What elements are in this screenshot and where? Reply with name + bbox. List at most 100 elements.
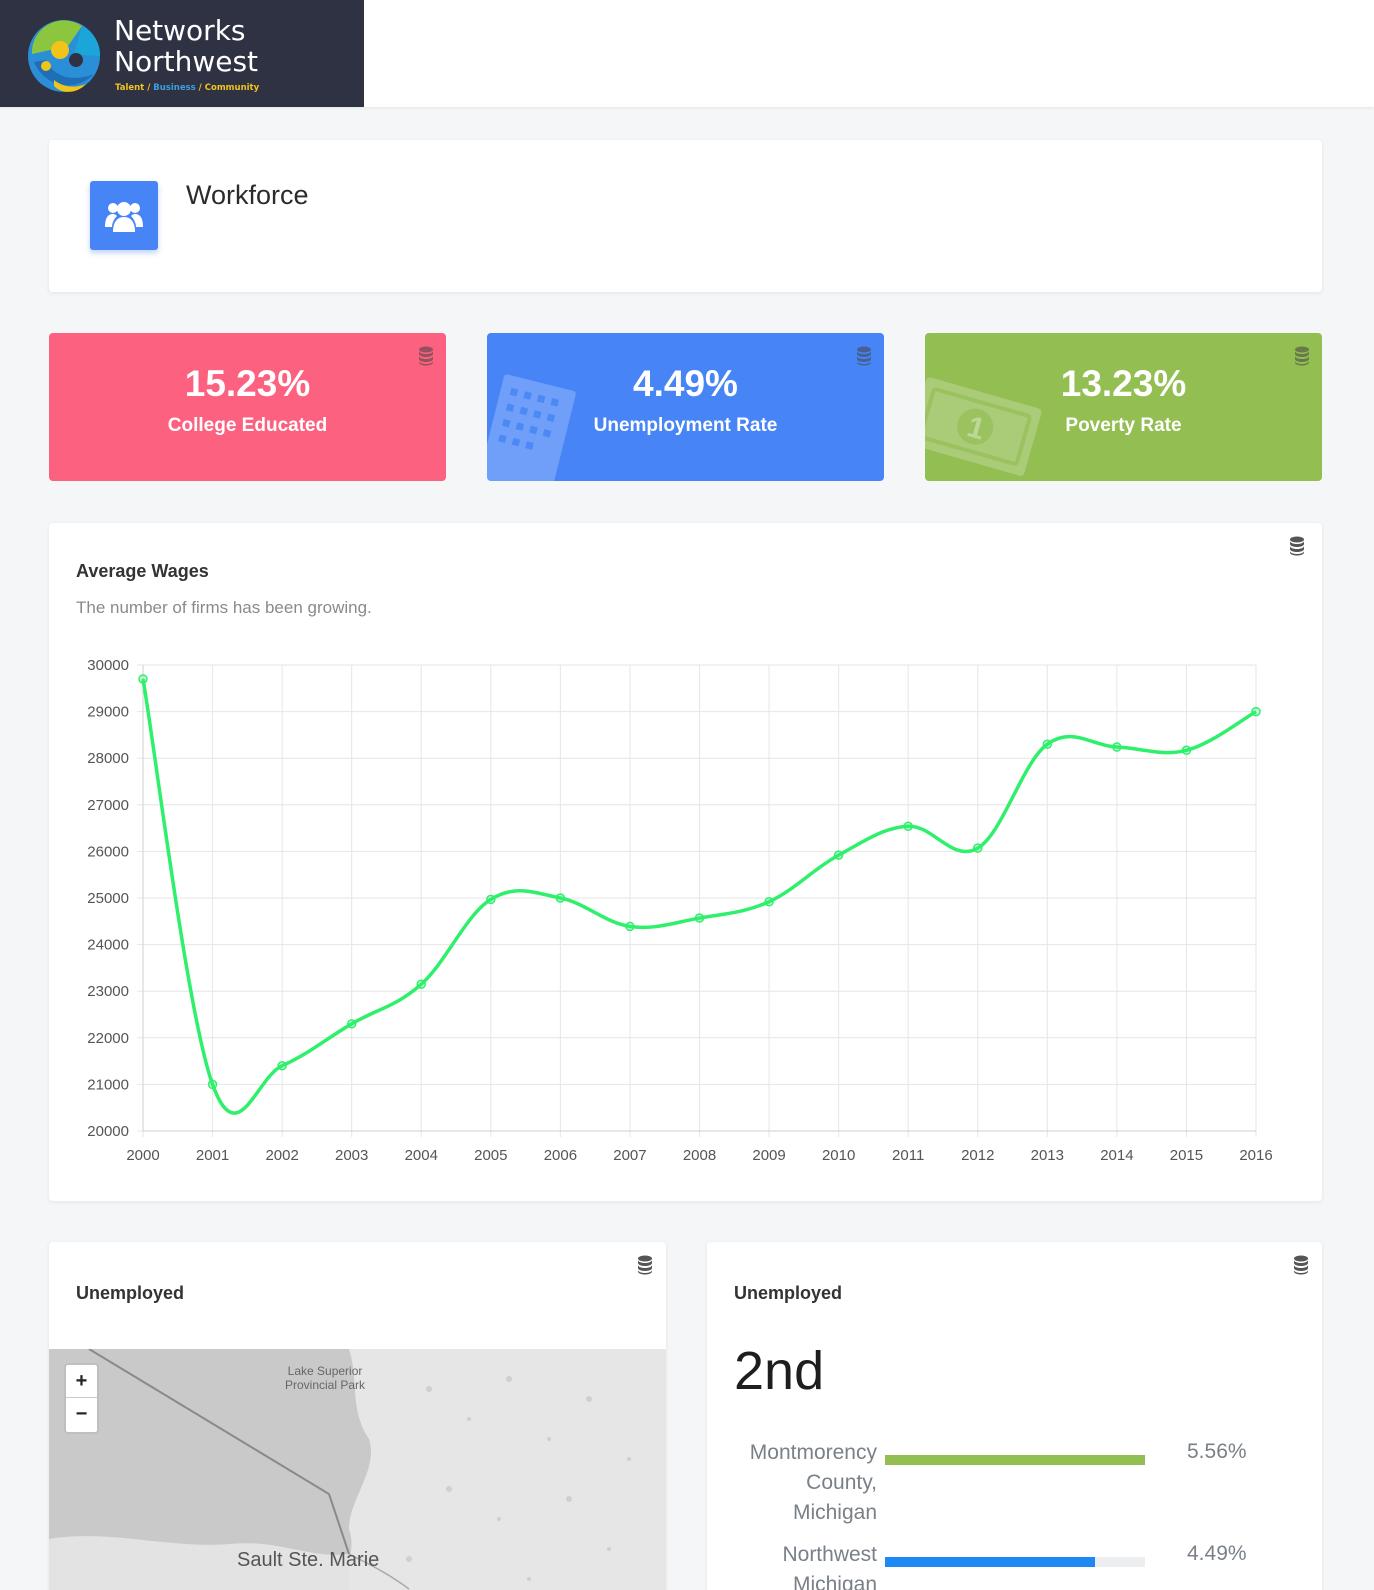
map-label-park: Lake Superior Provincial Park	[285, 1364, 365, 1392]
y-tick-label: 23000	[87, 983, 129, 1000]
stat-value: 15.23%	[184, 363, 311, 404]
stat-card-poverty-rate: 1 13.23% Poverty Rate	[925, 333, 1322, 481]
x-tick-label: 2009	[752, 1147, 785, 1164]
data-point	[277, 1061, 287, 1071]
stat-card-unemployment-rate: 4.49% Unemployment Rate	[487, 333, 884, 481]
x-tick-label: 2015	[1170, 1147, 1203, 1164]
stat-value: 4.49%	[633, 363, 738, 404]
unemployed-map[interactable]: + − Lake Superior Provincial Park Sault …	[49, 1349, 666, 1590]
x-tick-label: 2010	[822, 1147, 855, 1164]
x-tick-label: 2013	[1031, 1147, 1064, 1164]
park-label-line1: Lake Superior	[287, 1364, 363, 1378]
y-tick-label: 24000	[87, 937, 129, 954]
rank-value: 2nd	[734, 1341, 825, 1401]
map-label-city: Sault Ste. Marie	[237, 1549, 380, 1571]
y-tick-label: 26000	[87, 843, 129, 860]
data-point	[973, 843, 983, 853]
stat-card-college-educated: 15.23% College Educated	[49, 333, 446, 481]
average-wages-chart[interactable]: 30000 29000 28000 27000 26000 25000 24000 23000…	[49, 523, 1322, 1201]
rank-bar-fill	[885, 1455, 1145, 1465]
rank-bar-track	[885, 1455, 1145, 1465]
data-point	[486, 894, 496, 905]
x-tick-label: 2016	[1239, 1147, 1272, 1164]
data-point	[416, 979, 426, 989]
data-point	[764, 896, 774, 907]
database-icon[interactable]	[1289, 536, 1305, 556]
rank-row-name-line: Michigan	[792, 1573, 877, 1590]
x-tick-label: 2001	[196, 1147, 229, 1164]
rank-row-name: Northwest Michigan	[717, 1540, 877, 1590]
y-tick-label: 28000	[87, 750, 129, 767]
database-icon[interactable]	[418, 346, 434, 366]
x-tick-label: 2002	[265, 1147, 298, 1164]
brand-logo[interactable]: Networks Northwest Talent / Business / C…	[0, 0, 364, 107]
stat-label: Poverty Rate	[1065, 415, 1182, 436]
zoom-out-button[interactable]: −	[75, 1403, 88, 1425]
x-tick-label: 2005	[474, 1147, 507, 1164]
zoom-in-button[interactable]: +	[66, 1365, 97, 1398]
top-bar: Networks Northwest Talent / Business / C…	[0, 0, 1374, 107]
brand-name-line1: Networks	[114, 14, 246, 47]
data-point	[138, 674, 148, 684]
rank-panel-title: Unemployed	[734, 1283, 843, 1303]
data-point	[346, 1019, 357, 1029]
chart-title: Average Wages	[76, 561, 209, 581]
tagline-talent: Talent	[115, 83, 145, 93]
map-panel-title: Unemployed	[76, 1283, 185, 1303]
tagline-sep: /	[144, 83, 154, 93]
money-icon: 1	[925, 377, 1042, 476]
rank-row-value: 4.49%	[1187, 1542, 1247, 1565]
x-tick-label: 2007	[613, 1147, 646, 1164]
x-tick-label: 2000	[126, 1147, 159, 1164]
database-icon[interactable]	[1293, 1255, 1309, 1275]
data-point	[903, 821, 913, 831]
rank-bar-fill	[885, 1557, 1095, 1567]
rank-row-name-line: County,	[806, 1471, 877, 1494]
x-tick-label: 2003	[335, 1147, 368, 1164]
stat-label: Unemployment Rate	[593, 415, 778, 436]
x-tick-label: 2004	[405, 1147, 438, 1164]
stat-value: 13.23%	[1060, 363, 1187, 404]
networks-northwest-logo-icon	[28, 20, 101, 92]
database-icon[interactable]	[856, 346, 872, 366]
unemployed-map-card: Unemployed + − Lake Superior P	[49, 1242, 666, 1590]
y-tick-label: 27000	[87, 797, 129, 814]
tagline-sep: /	[195, 83, 205, 93]
y-tick-label: 25000	[87, 890, 129, 907]
average-wages-card: 30000 29000 28000 27000 26000 25000 24000 23000…	[49, 523, 1322, 1201]
x-tick-label: 2006	[544, 1147, 577, 1164]
stat-label: College Educated	[167, 415, 328, 436]
data-point	[1042, 739, 1053, 749]
data-point	[625, 921, 635, 932]
data-point	[1112, 742, 1122, 752]
data-point	[555, 893, 566, 903]
rank-row-name: Montmorency County, Michigan	[717, 1438, 877, 1528]
tagline-business: Business	[153, 83, 196, 93]
database-icon[interactable]	[1294, 346, 1310, 366]
map-tiles	[49, 1349, 666, 1590]
rank-row-name-line: Northwest	[782, 1543, 877, 1566]
data-point	[1251, 706, 1261, 717]
y-tick-label: 20000	[87, 1123, 129, 1140]
data-point	[1181, 745, 1192, 756]
park-label-line2: Provincial Park	[285, 1378, 366, 1392]
rank-row-value: 5.56%	[1187, 1440, 1247, 1463]
map-zoom-control: + −	[64, 1363, 99, 1434]
x-tick-label: 2011	[892, 1147, 924, 1164]
y-tick-label: 22000	[87, 1030, 129, 1047]
series-line	[141, 678, 1257, 1115]
y-tick-label: 21000	[87, 1076, 129, 1093]
database-icon[interactable]	[637, 1255, 653, 1275]
chart-subtitle: The number of firms has been growing.	[76, 598, 372, 617]
workforce-header-card: Workforce	[49, 140, 1322, 292]
building-icon	[487, 374, 576, 481]
rank-row-name-line: Montmorency	[749, 1441, 877, 1464]
data-point	[207, 1079, 218, 1090]
rank-bar-track	[885, 1557, 1145, 1567]
data-point	[833, 850, 844, 860]
tagline-community: Community	[204, 83, 260, 93]
data-point	[694, 913, 705, 923]
y-tick-label: 30000	[87, 657, 129, 674]
page-title: Workforce	[186, 180, 309, 210]
x-tick-label: 2008	[683, 1147, 716, 1164]
